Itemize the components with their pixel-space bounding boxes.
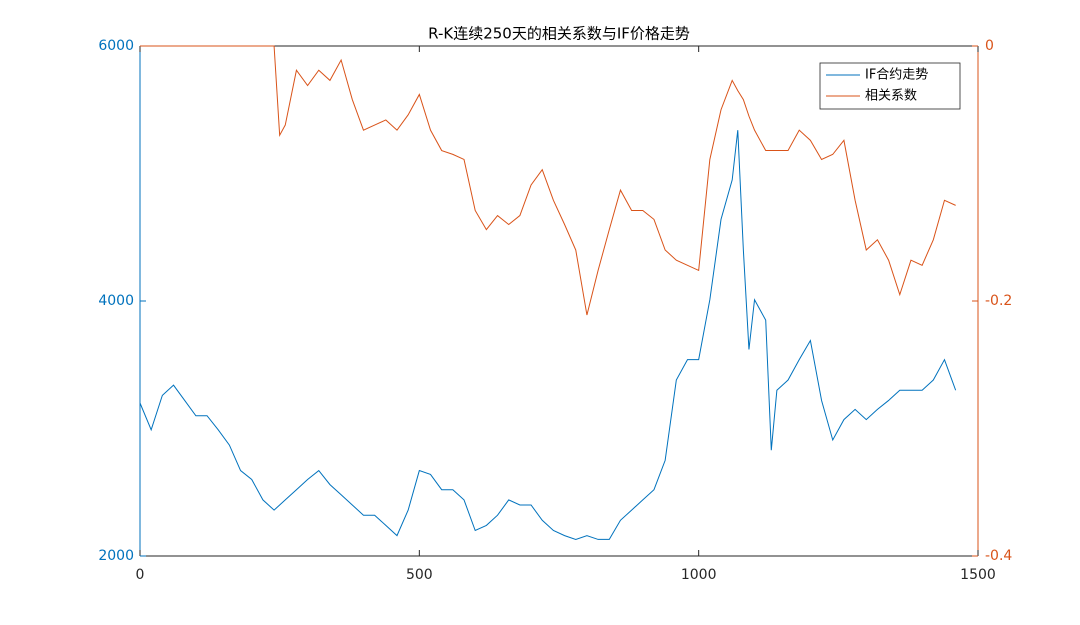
chart-title: R-K连续250天的相关系数与IF价格走势 bbox=[428, 25, 690, 43]
x-tick-label: 500 bbox=[406, 567, 433, 583]
legend-label: IF合约走势 bbox=[865, 67, 928, 83]
x-tick-label: 0 bbox=[136, 567, 145, 583]
y2-tick-label: -0.4 bbox=[985, 548, 1012, 564]
x-tick-label: 1500 bbox=[960, 567, 996, 583]
y-tick-label: 6000 bbox=[98, 38, 134, 54]
x-tick-label: 1000 bbox=[681, 567, 717, 583]
y-tick-label: 4000 bbox=[98, 293, 134, 309]
series-line bbox=[139, 130, 957, 540]
legend-label: 相关系数 bbox=[865, 89, 917, 104]
y2-tick-label: -0.2 bbox=[985, 293, 1012, 309]
y-tick-label: 2000 bbox=[98, 548, 134, 564]
series-line bbox=[140, 45, 956, 316]
y2-tick-label: 0 bbox=[985, 38, 994, 54]
legend-box bbox=[819, 62, 961, 110]
